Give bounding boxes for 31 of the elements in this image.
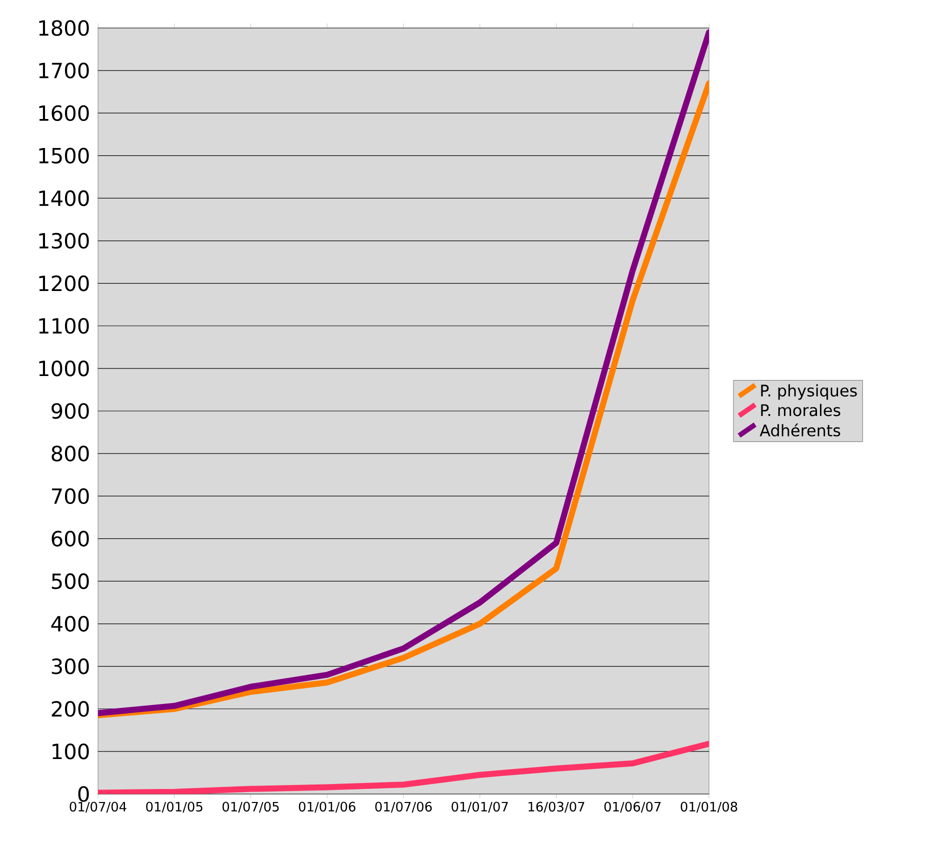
y-tick-label: 600 [52, 530, 89, 547]
x-tick-label: 01/07/06 [375, 802, 432, 813]
y-tick-label: 1000 [39, 360, 89, 376]
x-tick-label: 01/06/07 [604, 802, 661, 813]
legend-label: P. morales [761, 404, 840, 416]
y-tick-label: 1700 [39, 62, 89, 78]
y-tick-label: 100 [52, 744, 89, 760]
y-tick-label: 1300 [39, 232, 89, 249]
x-tick-label: 01/01/08 [680, 802, 738, 813]
y-tick-label: 800 [52, 446, 89, 462]
y-tick-label: 1600 [39, 105, 89, 122]
legend-label: P. physiques [761, 384, 857, 400]
legend-label: Adhérents [760, 423, 840, 436]
y-tick-label: 1500 [39, 148, 89, 164]
y-tick-label: 900 [52, 403, 89, 419]
x-tick-label: 01/07/04 [70, 802, 126, 813]
y-tick-label: 500 [52, 573, 89, 590]
y-tick-label: 200 [52, 700, 89, 717]
y-tick-label: 300 [52, 658, 89, 674]
y-tick-label: 0 [78, 786, 89, 802]
x-tick-label: 16/03/07 [528, 802, 584, 813]
x-tick-label: 01/01/05 [146, 802, 202, 813]
y-tick-label: 1100 [39, 318, 89, 334]
y-tick-label: 1800 [39, 20, 89, 36]
x-tick-label: 01/01/07 [452, 802, 508, 813]
x-tick-label: 01/07/05 [222, 802, 279, 813]
y-tick-label: 1400 [39, 190, 89, 206]
y-tick-label: 700 [52, 488, 89, 504]
y-tick-label: 400 [51, 616, 89, 632]
x-tick-label: 01/01/06 [298, 802, 356, 813]
y-tick-label: 1200 [39, 275, 89, 292]
